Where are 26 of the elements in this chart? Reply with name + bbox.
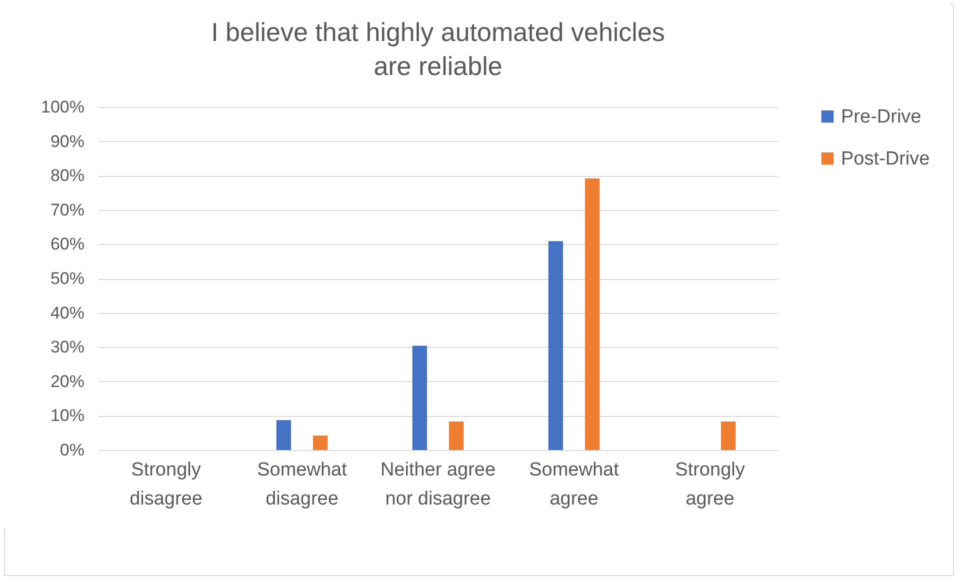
bar	[448, 422, 464, 450]
x-tick-label: Somewhat agree	[529, 460, 620, 510]
chart-title: I believe that highly automated vehicles are reliable	[211, 17, 665, 81]
bar	[276, 420, 292, 450]
y-tick-label: 30%	[50, 338, 84, 357]
y-tick-label: 20%	[50, 372, 84, 391]
legend-label: Post-Drive	[841, 148, 930, 170]
x-tick-label: Somewhat disagree	[257, 460, 348, 510]
bar	[548, 241, 564, 450]
y-tick-label: 0%	[60, 440, 84, 460]
bar	[412, 346, 428, 450]
x-tick-label: Neither agree nor disagree	[380, 460, 496, 510]
y-tick-label: 100%	[41, 98, 84, 116]
bar	[720, 422, 736, 450]
bar	[584, 178, 600, 450]
y-tick-label: 70%	[50, 200, 84, 220]
x-tick-label: Strongly disagree	[130, 460, 202, 510]
bar	[312, 436, 328, 450]
y-tick-label: 90%	[50, 132, 84, 151]
y-tick-label: 50%	[50, 269, 84, 288]
y-tick-label: 60%	[50, 234, 84, 254]
y-tick-label: 10%	[50, 406, 84, 426]
y-tick-label: 80%	[50, 166, 84, 186]
x-tick-label: Strongly agree	[675, 460, 746, 510]
y-tick-label: 40%	[50, 303, 84, 322]
legend-label: Pre-Drive	[841, 106, 922, 128]
